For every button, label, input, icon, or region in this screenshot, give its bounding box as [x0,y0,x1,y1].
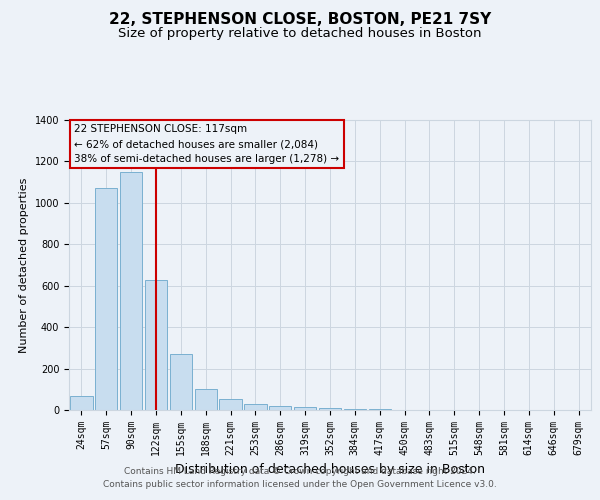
Bar [269,406,292,410]
Text: Contains HM Land Registry data © Crown copyright and database right 2024.: Contains HM Land Registry data © Crown c… [124,467,476,476]
Text: 22 STEPHENSON CLOSE: 117sqm
← 62% of detached houses are smaller (2,084)
38% of : 22 STEPHENSON CLOSE: 117sqm ← 62% of det… [74,124,340,164]
Bar [70,396,92,410]
Bar [244,404,266,410]
Bar [145,280,167,410]
Bar [95,188,118,410]
Text: Size of property relative to detached houses in Boston: Size of property relative to detached ho… [118,28,482,40]
Bar [170,354,192,410]
Y-axis label: Number of detached properties: Number of detached properties [19,178,29,352]
Bar [319,408,341,410]
Bar [194,390,217,410]
Bar [220,398,242,410]
Text: 22, STEPHENSON CLOSE, BOSTON, PE21 7SY: 22, STEPHENSON CLOSE, BOSTON, PE21 7SY [109,12,491,28]
Text: Contains public sector information licensed under the Open Government Licence v3: Contains public sector information licen… [103,480,497,489]
Bar [344,409,366,410]
Bar [294,407,316,410]
Bar [120,172,142,410]
X-axis label: Distribution of detached houses by size in Boston: Distribution of detached houses by size … [175,464,485,476]
